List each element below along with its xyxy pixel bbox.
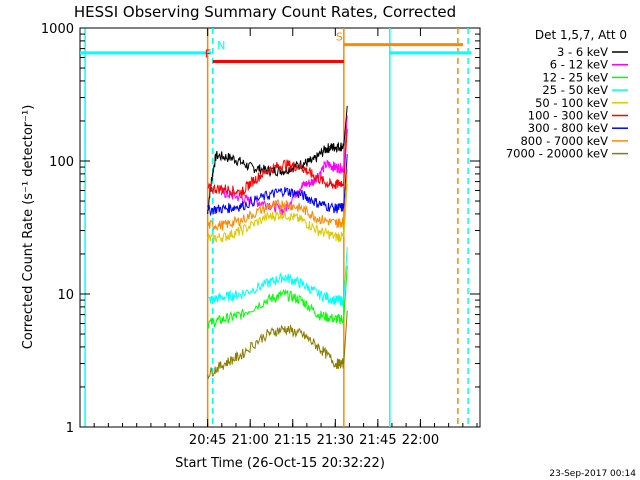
legend-label-0: 3 - 6 keV — [557, 45, 608, 59]
legend-label-3: 25 - 50 keV — [542, 83, 608, 97]
series-line-8 — [207, 323, 345, 380]
legend-label-4: 50 - 100 keV — [535, 96, 608, 110]
y-tick-label-3: 1000 — [41, 22, 74, 37]
date-stamp: 23-Sep-2017 00:14 — [549, 469, 636, 479]
state-label-N: N — [217, 39, 225, 52]
legend-label-7: 800 - 7000 keV — [520, 134, 608, 148]
series-line-2 — [207, 288, 345, 329]
series-line-3 — [207, 271, 345, 308]
series-rise-7 — [343, 168, 348, 222]
series-line-0 — [207, 142, 345, 215]
series-line-4 — [207, 209, 345, 243]
x-tick-label-4: 21:45 — [359, 433, 396, 448]
series-line-6 — [207, 186, 345, 217]
series-rise-5 — [343, 128, 348, 182]
plot-frame — [79, 27, 481, 428]
x-tick-label-5: 22:00 — [402, 433, 439, 448]
y-axis-label: Corrected Count Rate (s⁻¹ detector⁻¹) — [21, 105, 36, 350]
legend-label-5: 100 - 300 keV — [528, 109, 608, 123]
y-tick-label-0: 1 — [66, 421, 74, 436]
series-rise-6 — [343, 154, 348, 208]
y-tick-label-2: 100 — [49, 155, 74, 170]
chart-title: HESSI Observing Summary Count Rates, Cor… — [74, 3, 456, 21]
series-line-7 — [207, 199, 345, 232]
legend-title: Det 1,5,7, Att 0 — [535, 28, 627, 42]
series-rise-3 — [343, 247, 348, 301]
state-label-S: S — [336, 31, 343, 44]
y-tick-label-1: 10 — [57, 288, 74, 303]
series-rise-4 — [343, 183, 348, 237]
legend-label-2: 12 - 25 keV — [542, 70, 608, 84]
legend-label-6: 300 - 800 keV — [528, 121, 608, 135]
series-rise-0 — [343, 105, 348, 146]
plot-area: NF S 20:45 21:00 21:15 21:30 21:45 22:00 1 10 100 1… — [41, 22, 481, 448]
series-rise-1 — [343, 115, 348, 169]
x-tick-label-0: 20:45 — [189, 433, 226, 448]
series-rise-8 — [343, 310, 348, 364]
x-tick-label-2: 21:15 — [274, 433, 311, 448]
series-rise-2 — [343, 265, 348, 319]
legend-label-1: 6 - 12 keV — [550, 58, 608, 72]
state-label-F: F — [205, 47, 211, 60]
legend-label-8: 7000 - 20000 keV — [506, 147, 608, 161]
x-axis-label: Start Time (26-Oct-15 20:32:22) — [175, 456, 385, 471]
x-tick-label-1: 21:00 — [231, 433, 268, 448]
x-tick-label-3: 21:30 — [317, 433, 354, 448]
series-line-5 — [207, 159, 345, 198]
